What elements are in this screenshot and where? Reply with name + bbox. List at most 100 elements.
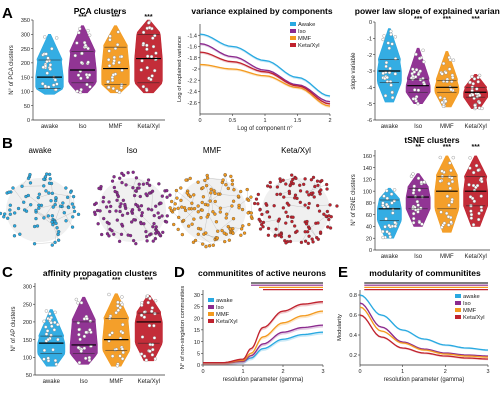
network-node (203, 179, 206, 182)
y-tick-label: 150 (23, 338, 32, 344)
data-point (41, 82, 44, 85)
x-tick-label: 1.5 (294, 118, 302, 124)
network-node (275, 228, 278, 231)
data-point (441, 170, 444, 173)
data-point (475, 87, 478, 90)
network-node (122, 199, 125, 202)
network-node (36, 224, 39, 227)
network-node (9, 204, 12, 207)
data-point (414, 97, 417, 100)
data-point (386, 76, 389, 79)
network-node (161, 195, 164, 198)
data-point (77, 74, 80, 77)
network-node (329, 226, 332, 229)
network-node (108, 200, 111, 203)
data-point (470, 217, 473, 220)
network-node (147, 179, 150, 182)
data-point (79, 91, 82, 94)
legend-label-Keta/Xyl: Keta/Xyl (216, 319, 238, 325)
data-point (88, 328, 91, 331)
network-node (142, 183, 145, 186)
y-tick-label: -1.8 (188, 56, 197, 62)
panel-letter-a: A (2, 5, 13, 22)
data-point (107, 86, 110, 89)
legend-swatch-Keta/Xyl (290, 43, 296, 47)
legend-label-Keta/Xyl: Keta/Xyl (298, 43, 320, 49)
y-tick-label: 5 (197, 351, 200, 357)
network-node (232, 217, 235, 220)
network-node (284, 183, 287, 186)
network-node (299, 201, 302, 204)
data-point (382, 38, 385, 41)
x-tick-label-MMF: MMF (440, 124, 454, 130)
network-node (51, 214, 54, 217)
network-node (25, 210, 28, 213)
network-node (110, 229, 113, 232)
data-point (448, 162, 451, 165)
x-tick-label-Iso: Iso (414, 254, 423, 260)
network-node (264, 202, 267, 205)
network-node (284, 222, 287, 225)
network-node (3, 213, 6, 216)
data-point (390, 201, 393, 204)
network-node (335, 205, 338, 208)
network-node (292, 182, 295, 185)
y-tick-label: 100 (21, 90, 30, 96)
network-node (27, 177, 30, 180)
data-point (470, 213, 473, 216)
y-tick-label: -2.2 (188, 78, 197, 84)
network-node (237, 195, 240, 198)
network-node (230, 204, 233, 207)
network-node (17, 207, 20, 210)
network-label-awake: awake (28, 146, 52, 155)
data-point (477, 80, 480, 83)
network-node (222, 179, 225, 182)
network-node (148, 233, 151, 236)
network-node (304, 240, 307, 243)
network-node (175, 189, 178, 192)
communities-title: communitites of active neurons (198, 268, 326, 278)
network-node (132, 239, 135, 242)
data-point (45, 309, 48, 312)
network-node (9, 213, 12, 216)
network-node (135, 176, 138, 179)
data-point (45, 333, 48, 336)
y-tick-label: -3 (367, 69, 372, 75)
data-point (80, 301, 83, 304)
x-axis-label: resolution parameter (gamma) (223, 377, 304, 383)
legend-swatch-Keta/Xyl (208, 319, 214, 323)
network-node (72, 206, 75, 209)
variance-title: variance explained by components (191, 6, 333, 16)
network-node (132, 218, 135, 221)
network-node (55, 222, 58, 225)
network-node (186, 191, 189, 194)
network-node (134, 242, 137, 245)
data-point (43, 349, 46, 352)
network-node (307, 206, 310, 209)
network-node (288, 235, 291, 238)
data-point (417, 204, 420, 207)
data-point (393, 221, 396, 224)
data-point (54, 78, 57, 81)
data-point (120, 86, 123, 89)
data-point (391, 96, 394, 99)
data-point (47, 57, 50, 60)
y-tick-label: 0.6 (349, 313, 357, 319)
network-node (279, 233, 282, 236)
data-point (476, 184, 479, 187)
data-point (383, 34, 386, 37)
network-node (2, 215, 5, 218)
data-point (119, 306, 122, 309)
network-node (312, 240, 315, 243)
data-point (111, 355, 114, 358)
tsne-title: tSNE clusters (404, 135, 460, 145)
network-node (57, 230, 60, 233)
data-point (52, 348, 55, 351)
data-point (113, 56, 116, 59)
network-node (210, 188, 213, 191)
network-node (229, 175, 232, 178)
data-point (473, 200, 476, 203)
network-node (136, 204, 139, 207)
